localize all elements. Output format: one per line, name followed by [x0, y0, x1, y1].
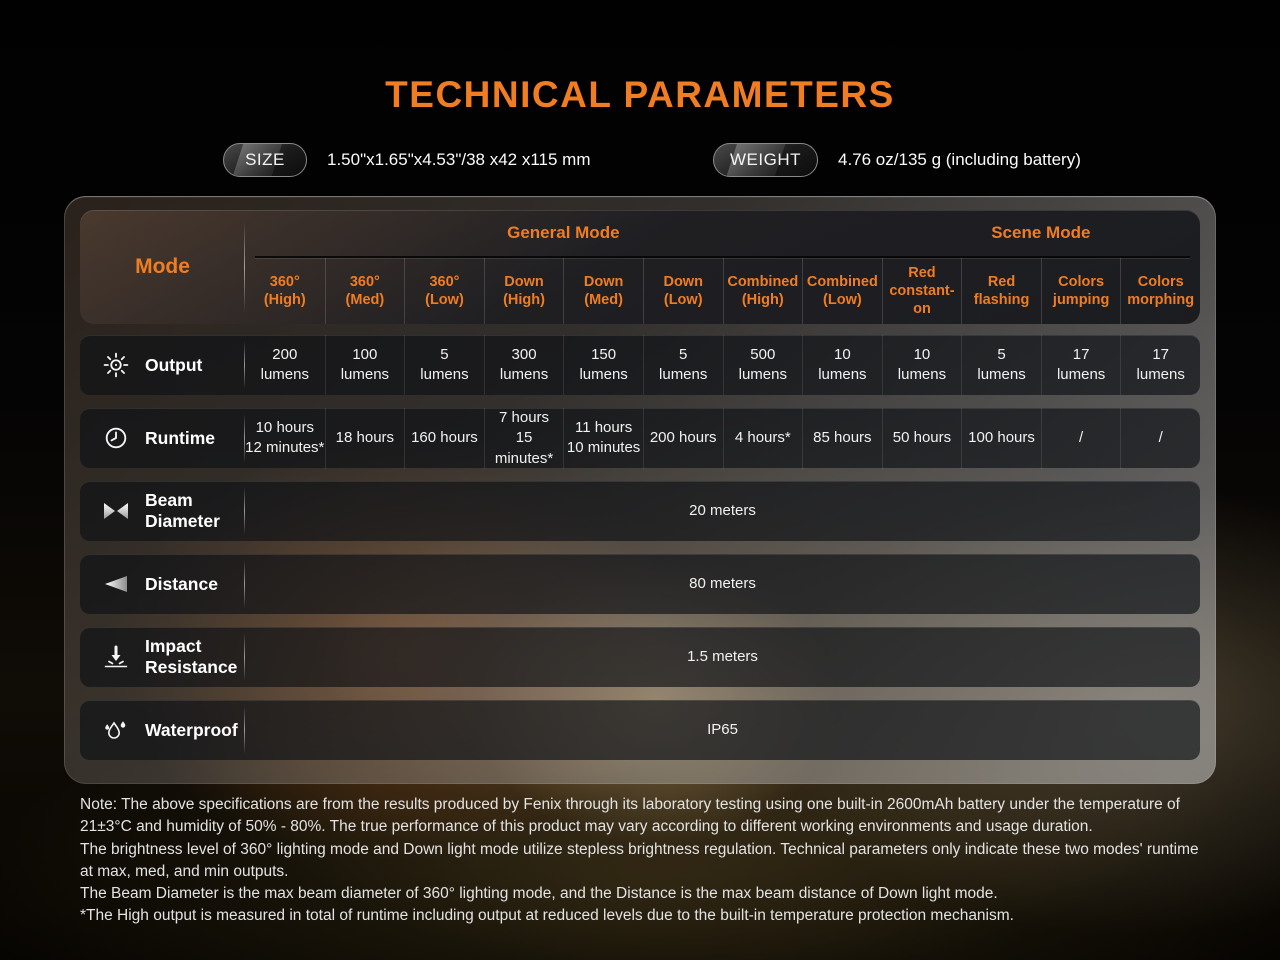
column-header: 360° (Med): [324, 258, 405, 324]
row-label: Waterproof: [145, 719, 238, 740]
weight-spec: WEIGHT 4.76 oz/135 g (including battery): [713, 143, 1081, 177]
mode-header-label: Mode: [135, 255, 190, 278]
row-label-cell: Waterproof: [80, 700, 245, 760]
weight-value: 4.76 oz/135 g (including battery): [838, 150, 1081, 169]
group-scene-mode: Scene Mode: [991, 223, 1091, 242]
output-value: 17 lumens: [1120, 335, 1200, 395]
output-value: 5 lumens: [404, 335, 484, 395]
row-label: Distance: [145, 573, 218, 594]
column-header: Down (Med): [563, 258, 643, 324]
waterproof-icon: [100, 718, 132, 742]
column-header: Down (High): [483, 258, 564, 324]
row-label: Beam Diameter: [145, 490, 220, 531]
column-header: Red flashing: [961, 258, 1041, 324]
row-label: Runtime: [145, 427, 215, 448]
table-row-impact-resistance: Impact Resistance 1.5 meters: [80, 627, 1200, 687]
runtime-value: 11 hours 10 minutes: [563, 408, 643, 469]
beam-diameter-value: 20 meters: [689, 501, 756, 519]
runtime-value: 100 hours: [961, 408, 1041, 469]
brightness-icon: [100, 352, 132, 378]
runtime-value: /: [1040, 408, 1121, 469]
output-value: 100 lumens: [324, 335, 405, 395]
header-divider: [255, 256, 1190, 258]
column-header: 360° (Low): [404, 258, 484, 324]
output-value: 5 lumens: [642, 335, 723, 395]
group-general-mode: General Mode: [507, 223, 620, 242]
table-row-beam-diameter: Beam Diameter 20 meters: [80, 481, 1200, 541]
mode-header-cell: Mode: [80, 210, 245, 324]
impact-resistance-icon: [100, 645, 132, 669]
column-header: Colors morphing: [1120, 258, 1200, 324]
spec-table-panel: Mode General Mode Scene Mode 360° (High)…: [64, 196, 1216, 784]
row-label-cell: Output: [80, 335, 245, 395]
distance-value: 80 meters: [689, 574, 756, 592]
output-value: 10 lumens: [802, 335, 882, 395]
column-header: Red constant- on: [881, 258, 962, 324]
row-label-cell: Runtime: [80, 408, 245, 469]
size-spec: SIZE 1.50"x1.65"x4.53"/38 x42 x115 mm: [223, 143, 591, 177]
mode-columns-header: General Mode Scene Mode 360° (High) 360°…: [245, 210, 1200, 324]
weight-badge: WEIGHT: [713, 143, 818, 177]
weight-badge-label: WEIGHT: [730, 150, 801, 169]
runtime-value: 200 hours: [642, 408, 723, 469]
output-value: 17 lumens: [1040, 335, 1121, 395]
size-badge-label: SIZE: [245, 150, 285, 169]
table-header: Mode General Mode Scene Mode 360° (High)…: [80, 210, 1200, 324]
column-header: 360° (High): [263, 273, 306, 308]
row-label: Output: [145, 354, 203, 375]
column-header: Down (Low): [642, 258, 723, 324]
beam-diameter-icon: [100, 501, 132, 521]
page-title: TECHNICAL PARAMETERS: [385, 74, 895, 115]
output-value: 5 lumens: [961, 335, 1041, 395]
output-value: 500 lumens: [722, 335, 803, 395]
impact-resistance-value: 1.5 meters: [687, 647, 758, 665]
output-value: 150 lumens: [563, 335, 643, 395]
table-row-distance: Distance 80 meters: [80, 554, 1200, 614]
distance-icon: [100, 574, 132, 594]
runtime-value: 50 hours: [881, 408, 962, 469]
runtime-value: /: [1120, 408, 1200, 469]
clock-icon: [100, 425, 132, 451]
row-label-cell: Impact Resistance: [80, 627, 245, 687]
footnote: The Beam Diameter is the max beam diamet…: [80, 885, 998, 903]
footnote: *The High output is measured in total of…: [80, 907, 1014, 925]
table-row-runtime: Runtime 10 hours 12 minutes* 18 hours 16…: [80, 408, 1200, 469]
waterproof-value: IP65: [707, 720, 738, 738]
mode-group-row: General Mode Scene Mode: [245, 210, 1200, 256]
column-header: Colors jumping: [1040, 258, 1121, 324]
footnote: The brightness level of 360° lighting mo…: [80, 840, 1199, 880]
output-value: 300 lumens: [483, 335, 564, 395]
runtime-value: 18 hours: [324, 408, 405, 469]
row-label-cell: Distance: [80, 554, 245, 614]
table-row-waterproof: Waterproof IP65: [80, 700, 1200, 760]
table-row-output: Output 200 lumens 100 lumens 5 lumens 30…: [80, 335, 1200, 395]
column-header-row: 360° (High) 360° (Med) 360° (Low) Down (…: [245, 258, 1200, 324]
size-badge: SIZE: [223, 143, 307, 177]
runtime-value: 10 hours 12 minutes*: [245, 419, 325, 457]
footnote: Note: The above specifications are from …: [80, 796, 1180, 836]
output-value: 200 lumens: [260, 345, 309, 383]
size-value: 1.50"x1.65"x4.53"/38 x42 x115 mm: [327, 150, 591, 169]
runtime-value: 4 hours*: [722, 408, 803, 469]
column-header: Combined (Low): [802, 258, 882, 324]
runtime-value: 160 hours: [404, 408, 484, 469]
footnotes: Note: The above specifications are from …: [80, 794, 1204, 928]
row-label: Impact Resistance: [145, 636, 238, 677]
output-value: 10 lumens: [881, 335, 962, 395]
column-header: Combined (High): [722, 258, 803, 324]
row-label-cell: Beam Diameter: [80, 481, 245, 541]
runtime-value: 7 hours 15 minutes*: [483, 408, 564, 469]
runtime-value: 85 hours: [802, 408, 882, 469]
